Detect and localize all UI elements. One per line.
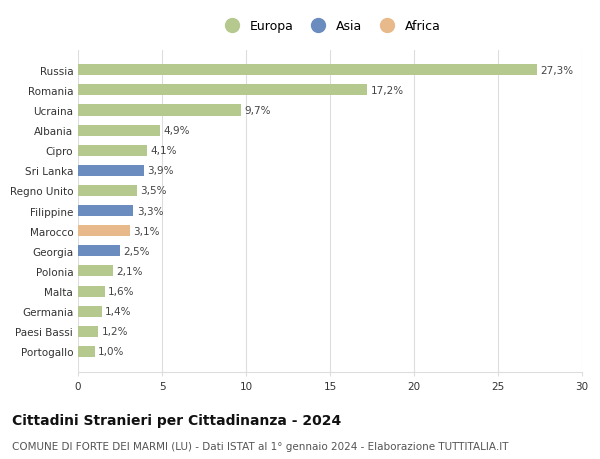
Text: 1,0%: 1,0% [98,347,125,357]
Bar [78,206,133,217]
Bar [78,346,95,357]
Bar [78,266,113,277]
Bar [78,125,160,136]
Text: 3,5%: 3,5% [140,186,167,196]
Text: 17,2%: 17,2% [370,86,403,95]
Text: 1,6%: 1,6% [108,286,135,297]
Bar [78,306,101,317]
Text: 2,1%: 2,1% [116,266,143,276]
Bar [78,226,130,237]
Legend: Europa, Asia, Africa: Europa, Asia, Africa [215,15,445,38]
Text: 3,3%: 3,3% [137,206,163,216]
Text: 4,1%: 4,1% [150,146,177,156]
Bar [78,146,147,157]
Text: 3,1%: 3,1% [133,226,160,236]
Text: 4,9%: 4,9% [164,126,190,136]
Text: 1,4%: 1,4% [105,307,131,317]
Bar [78,105,241,116]
Text: 9,7%: 9,7% [244,106,271,116]
Text: 2,5%: 2,5% [124,246,150,256]
Bar [78,326,98,337]
Bar [78,185,137,196]
Bar [78,246,120,257]
Bar [78,65,536,76]
Text: 3,9%: 3,9% [147,166,173,176]
Bar [78,85,367,96]
Text: 1,2%: 1,2% [101,327,128,336]
Text: Cittadini Stranieri per Cittadinanza - 2024: Cittadini Stranieri per Cittadinanza - 2… [12,413,341,427]
Text: COMUNE DI FORTE DEI MARMI (LU) - Dati ISTAT al 1° gennaio 2024 - Elaborazione TU: COMUNE DI FORTE DEI MARMI (LU) - Dati IS… [12,441,509,451]
Bar [78,165,143,177]
Text: 27,3%: 27,3% [540,66,573,76]
Bar [78,286,105,297]
